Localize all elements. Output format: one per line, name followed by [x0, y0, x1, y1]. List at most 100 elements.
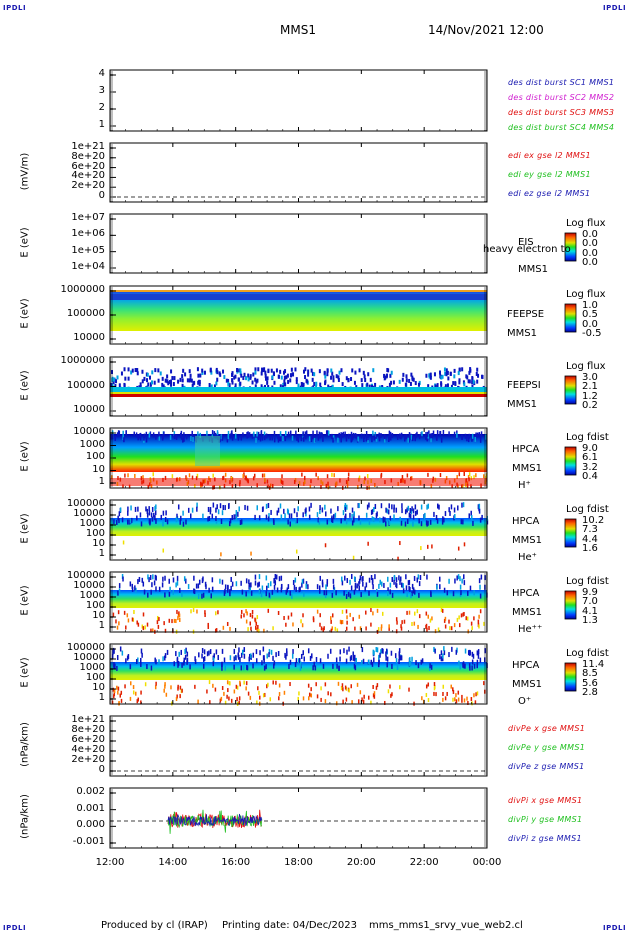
- heatmap-cell: [224, 665, 227, 671]
- colorbar-value: 3.2: [582, 462, 598, 473]
- heatmap-cell: [288, 513, 291, 519]
- heatmap-cell: [164, 378, 167, 383]
- heatmap-cell: [428, 373, 431, 378]
- heatmap-cell: [414, 611, 416, 616]
- heatmap-cell: [118, 511, 121, 517]
- heatmap-cell: [319, 622, 321, 627]
- heatmap-cell: [224, 472, 227, 477]
- heatmap-cell: [173, 433, 176, 439]
- heatmap-cell: [176, 580, 179, 586]
- heatmap-cell: [206, 651, 209, 657]
- heatmap-cell: [395, 617, 398, 622]
- heatmap-cell: [449, 371, 452, 376]
- instrument-label: MMS1: [507, 399, 537, 410]
- heatmap-cell: [141, 379, 144, 384]
- heatmap-cell: [292, 580, 295, 586]
- heatmap-cell: [137, 622, 140, 627]
- heatmap-cell: [280, 434, 283, 440]
- heatmap-cell: [458, 367, 461, 372]
- heatmap-cell: [467, 475, 470, 480]
- heatmap-cell: [447, 376, 450, 381]
- heatmap-cell: [439, 370, 442, 375]
- heatmap-cell: [125, 430, 127, 436]
- heatmap-cell: [412, 587, 415, 593]
- heatmap-cell: [375, 433, 377, 439]
- heatmap-cell: [157, 624, 160, 629]
- heatmap-cell: [358, 585, 361, 591]
- heatmap-cell: [116, 375, 119, 380]
- heatmap-cell: [302, 613, 304, 618]
- heatmap-cell: [164, 655, 166, 661]
- heatmap-cell: [125, 658, 127, 664]
- heatmap-cell: [265, 591, 268, 597]
- heatmap-cell: [382, 648, 384, 654]
- heatmap-cell: [196, 502, 198, 508]
- heatmap-feature: [195, 436, 220, 466]
- heatmap-cell: [239, 381, 242, 386]
- heatmap-cell: [309, 484, 312, 489]
- heatmap-cell: [394, 653, 397, 659]
- heatmap-cell: [383, 434, 386, 440]
- heatmap-cell: [343, 590, 345, 596]
- heatmap-cell: [452, 689, 455, 694]
- heatmap-cell: [380, 503, 383, 509]
- heatmap-cell: [267, 682, 269, 687]
- heatmap-cell: [471, 665, 473, 671]
- heatmap-cell: [295, 380, 298, 385]
- heatmap-cell: [408, 687, 410, 692]
- heatmap-cell: [282, 370, 285, 375]
- heatmap-cell: [246, 611, 248, 616]
- heatmap-cell: [131, 583, 134, 589]
- heatmap-cell: [189, 373, 192, 378]
- heatmap-cell: [412, 521, 414, 527]
- heatmap-cell: [154, 505, 156, 511]
- heatmap-cell: [259, 695, 261, 700]
- heatmap-cell: [224, 584, 227, 590]
- heatmap-cell: [215, 649, 218, 655]
- heatmap-cell: [466, 436, 468, 442]
- heatmap-cell: [140, 690, 142, 695]
- heatmap-cell: [245, 681, 248, 686]
- heatmap-cell: [188, 369, 191, 374]
- heatmap-cell: [448, 652, 450, 658]
- heatmap-cell: [407, 580, 410, 586]
- heatmap-cell: [139, 432, 142, 438]
- heatmap-cell: [258, 574, 261, 580]
- heatmap-cell: [312, 434, 314, 440]
- heatmap-cell: [348, 433, 350, 439]
- heatmap-cell: [197, 431, 199, 437]
- heatmap-cell: [443, 646, 445, 652]
- heatmap-cell: [483, 621, 485, 626]
- heatmap-cell: [201, 368, 204, 373]
- heatmap-cell: [400, 624, 402, 629]
- heatmap-cell: [142, 626, 145, 631]
- heatmap-cell: [467, 650, 470, 656]
- heatmap-cell: [181, 378, 184, 383]
- heatmap-cell: [441, 374, 444, 379]
- y-tick-label: 100: [59, 672, 105, 683]
- heatmap-cell: [256, 700, 258, 705]
- heatmap-cell: [388, 382, 391, 387]
- heatmap-cell: [129, 518, 132, 524]
- heatmap-cell: [259, 650, 261, 656]
- heatmap-cell: [432, 430, 435, 436]
- heatmap-cell: [278, 696, 280, 701]
- heatmap-cell: [374, 382, 377, 387]
- heatmap-cell: [386, 662, 388, 668]
- heatmap-cell: [267, 502, 270, 508]
- heatmap-cell: [143, 435, 145, 441]
- heatmap-cell: [395, 629, 398, 634]
- heatmap-cell: [299, 661, 302, 667]
- heatmap-cell: [442, 697, 444, 702]
- heatmap-cell: [219, 372, 222, 377]
- heatmap-cell: [209, 509, 212, 515]
- heatmap-cell: [154, 657, 156, 663]
- heatmap-cell: [316, 430, 318, 436]
- heatmap-cell: [137, 435, 139, 441]
- heatmap-cell: [181, 591, 183, 597]
- heatmap-cell: [280, 514, 283, 520]
- heatmap-cell: [146, 512, 149, 518]
- heatmap-cell: [247, 373, 250, 378]
- heatmap-cell: [302, 578, 305, 584]
- heatmap-cell: [295, 430, 297, 436]
